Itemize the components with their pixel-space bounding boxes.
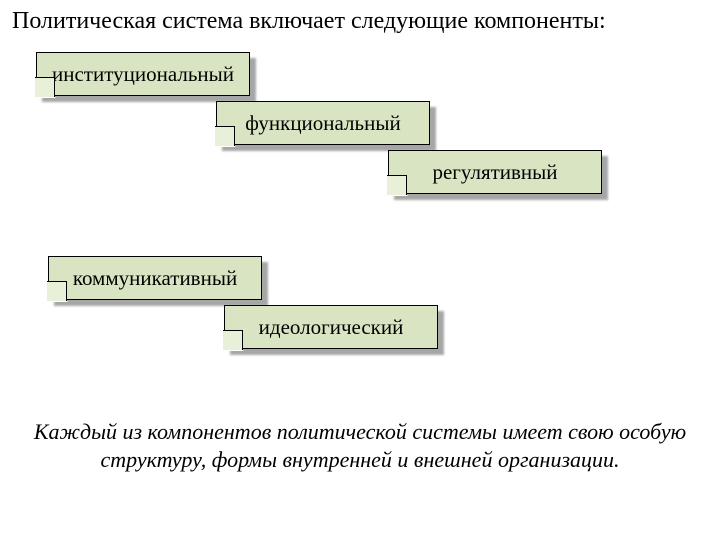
note-body: институциональный (36, 52, 250, 96)
note-body: регулятивный (388, 150, 602, 194)
note-box: регулятивный (388, 150, 602, 194)
note-box: идеологический (224, 305, 438, 349)
note-box: институциональный (36, 52, 250, 96)
note-box: коммуникативный (48, 256, 262, 300)
note-body: идеологический (224, 305, 438, 349)
note-label: идеологический (259, 315, 404, 340)
note-fold-icon (35, 77, 55, 97)
page-title: Политическая система включает следующие … (0, 8, 720, 35)
note-label: регулятивный (432, 160, 557, 185)
note-fold-icon (387, 175, 407, 195)
note-fold-icon (223, 330, 243, 350)
note-body: коммуникативный (48, 256, 262, 300)
note-body: функциональный (216, 101, 430, 145)
note-fold-icon (47, 281, 67, 301)
note-label: институциональный (52, 62, 234, 87)
note-label: функциональный (245, 111, 400, 136)
note-label: коммуникативный (73, 266, 237, 291)
note-fold-icon (215, 126, 235, 146)
footer-text: Каждый из компонентов политической систе… (0, 418, 720, 473)
note-box: функциональный (216, 101, 430, 145)
